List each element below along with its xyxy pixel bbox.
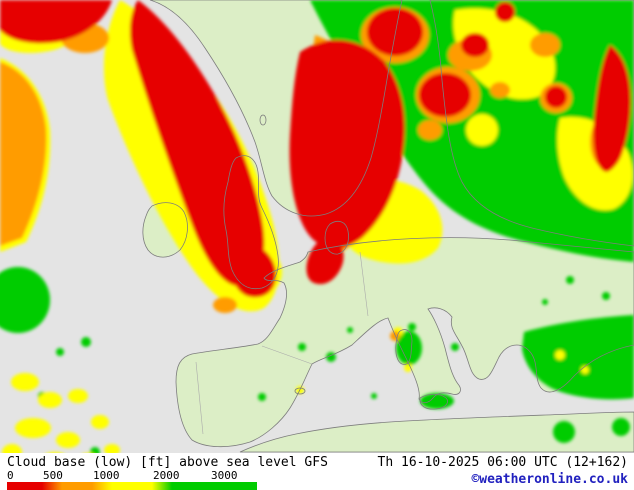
country-borders <box>195 251 369 435</box>
legend-tick-0: 0 <box>7 469 14 482</box>
legend-tick-2000: 2000 <box>153 469 180 482</box>
coastline-layer <box>142 0 634 453</box>
legend-tick-1000: 1000 <box>93 469 120 482</box>
map-area <box>0 0 634 453</box>
legend-gradient-bar <box>7 482 257 490</box>
caption-row: Cloud base (low) [ft] above sea level GF… <box>0 453 634 470</box>
legend-tick-500: 500 <box>43 469 63 482</box>
legend-tick-3000: 3000 <box>211 469 238 482</box>
cloud-layer <box>0 0 634 453</box>
copyright-link[interactable]: ©weatheronline.co.uk <box>471 472 628 487</box>
legend-row: 0 500 1000 2000 3000 ©weatheronline.co.u… <box>0 469 634 490</box>
cloud-band-0-500ft <box>0 0 631 298</box>
map-datetime: Th 16-10-2025 06:00 UTC (12+162) <box>377 455 628 470</box>
europe-weather-map <box>0 0 634 453</box>
footer: Cloud base (low) [ft] above sea level GF… <box>0 453 634 490</box>
legend: 0 500 1000 2000 3000 <box>7 469 267 490</box>
map-title: Cloud base (low) [ft] above sea level GF… <box>7 455 328 470</box>
